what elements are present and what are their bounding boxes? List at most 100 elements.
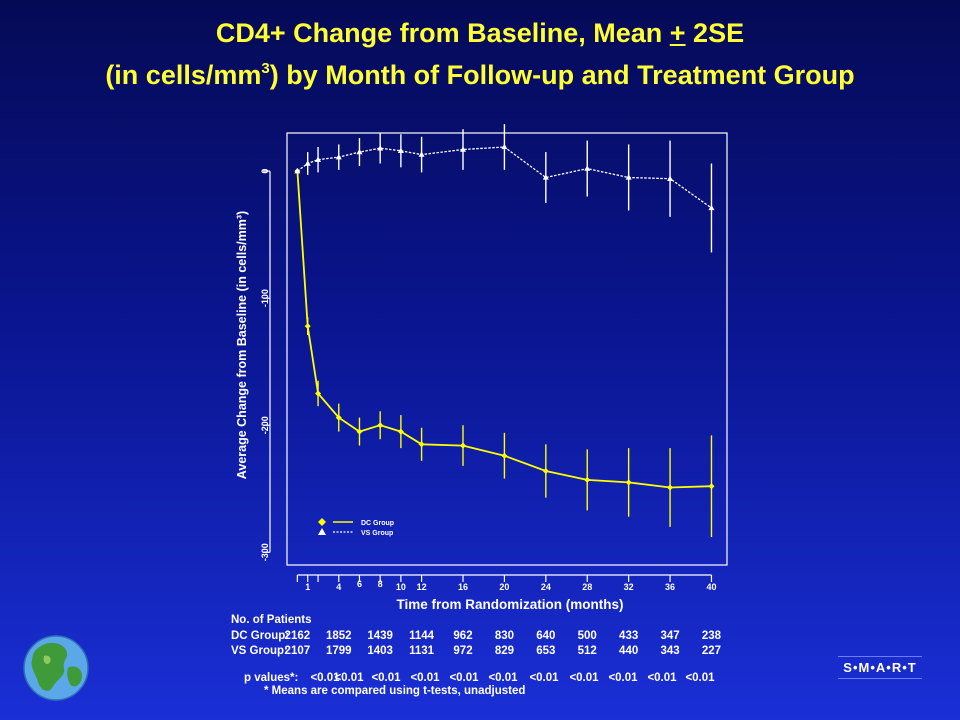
x-tick-label: 12 <box>417 582 427 592</box>
x-tick-label: 36 <box>665 582 675 592</box>
y-axis-label: Average Change from Baseline (in cells/m… <box>235 211 249 479</box>
p-value-cell: <0.01 <box>647 672 677 684</box>
dc-count-cell: 2162 <box>284 630 311 642</box>
x-tick-label: 8 <box>378 579 383 589</box>
p-value-cell: <0.01 <box>449 672 479 684</box>
legend: DC Group VS Group <box>318 518 394 537</box>
vs-count-cell: 343 <box>660 645 680 657</box>
vs-count-cell: 1131 <box>409 645 435 657</box>
dc-count-cell: 347 <box>660 630 680 642</box>
cd4-change-chart: 0 -100 -200 -300 1 4 6 8 10 12 16 20 24 28 32 36 40 Ave… <box>235 124 728 612</box>
dc-count-cell: 640 <box>536 630 556 642</box>
data-point <box>315 390 322 397</box>
data-point <box>377 145 384 151</box>
x-tick-label: 20 <box>499 582 509 592</box>
data-point <box>356 148 363 155</box>
legend-vs-label: VS Group <box>361 530 393 537</box>
x-axis: 1 4 6 8 10 12 16 20 24 28 32 36 40 <box>296 574 716 592</box>
p-value-cell: <0.01 <box>569 672 599 684</box>
vs-count-cell: 227 <box>701 645 722 657</box>
p-value-cell: <0.01 <box>608 672 638 684</box>
x-tick-label: 28 <box>582 582 592 592</box>
smart-logo: S•M•A•R•T <box>838 656 922 679</box>
p-value-cell: <0.01 <box>685 672 715 684</box>
data-point <box>708 483 715 490</box>
dc-count-cell: 1439 <box>367 630 393 642</box>
x-tick-label: 32 <box>624 582 634 592</box>
series-vs-group <box>294 124 715 253</box>
data-point <box>304 323 311 330</box>
footnote: * Means are compared using t-tests, unad… <box>264 685 526 697</box>
y-tick-label: -200 <box>260 416 270 434</box>
dc-count-cell: 500 <box>577 630 597 642</box>
data-point <box>315 156 322 162</box>
vs-count-cell: 829 <box>494 645 514 657</box>
plot-frame <box>286 132 728 566</box>
data-point <box>397 147 404 153</box>
data-point <box>542 467 549 474</box>
p-value-cell: <0.01 <box>488 672 518 684</box>
data-point <box>460 442 466 449</box>
data-point <box>335 153 342 160</box>
data-point <box>418 151 425 157</box>
title-line-2: (in cells/mm3) by Month of Follow-up and… <box>105 60 855 90</box>
data-point <box>667 484 674 491</box>
p-row-label: p values*: <box>244 672 299 684</box>
vs-count-cell: 512 <box>577 645 597 657</box>
x-tick-label: 10 <box>396 582 406 592</box>
legend-dc-label: DC Group <box>361 520 394 527</box>
vs-count-cell: 440 <box>619 645 639 657</box>
x-tick-label: 4 <box>336 582 341 592</box>
x-tick-label: 24 <box>541 582 551 592</box>
data-point <box>377 422 384 429</box>
vs-count-cell: 653 <box>536 645 556 657</box>
globe-icon <box>23 635 89 701</box>
data-point <box>542 174 549 180</box>
x-tick-label: 16 <box>458 582 468 592</box>
data-point <box>397 428 404 435</box>
data-point <box>501 452 508 459</box>
dc-row-label: DC Group: <box>231 630 290 642</box>
p-value-cell: <0.01 <box>410 672 440 684</box>
dc-count-cell: 433 <box>619 630 639 642</box>
data-point <box>460 146 466 152</box>
data-point <box>356 428 363 435</box>
data-point <box>304 160 311 166</box>
p-value-cell: <0.01 <box>310 672 340 684</box>
vs-row-label: VS Group: <box>231 645 288 657</box>
table-heading: No. of Patients <box>231 614 312 626</box>
data-point <box>625 479 632 486</box>
vs-count-cell: 1403 <box>367 645 393 657</box>
legend-vs-marker <box>318 528 326 535</box>
data-point <box>294 167 301 174</box>
y-tick-label: -100 <box>260 289 270 307</box>
y-tick-label: -300 <box>260 543 270 561</box>
dc-count-cell: 1144 <box>409 630 435 642</box>
dc-count-cell: 830 <box>494 630 514 642</box>
p-value-cell: <0.01 <box>529 672 559 684</box>
title-line-1: CD4+ Change from Baseline, Mean + 2SE <box>215 18 745 48</box>
dc-count-cell: 962 <box>453 630 473 642</box>
plus-minus-sign: + <box>669 18 686 48</box>
x-axis-label: Time from Randomization (months) <box>396 597 623 612</box>
legend-dc-marker <box>318 518 326 526</box>
x-tick-label: 1 <box>305 582 310 592</box>
data-point <box>708 204 715 211</box>
dc-count-cell: 238 <box>701 630 722 642</box>
y-tick-label: 0 <box>260 169 270 174</box>
data-point <box>418 441 425 448</box>
vs-count-cell: 2107 <box>284 645 311 657</box>
y-axis: 0 -100 -200 -300 <box>260 169 271 561</box>
data-point <box>335 414 342 421</box>
data-point <box>501 143 508 150</box>
data-point <box>584 476 591 483</box>
vs-count-cell: 972 <box>453 645 473 657</box>
dc-count-cell: 1852 <box>325 630 352 642</box>
data-point <box>667 175 674 181</box>
series-dc-group <box>294 168 715 538</box>
vs-count-cell: 1799 <box>325 645 352 657</box>
series-layer <box>294 124 715 538</box>
data-point <box>625 174 632 180</box>
data-point <box>584 165 591 171</box>
p-value-cell: <0.01 <box>334 672 364 684</box>
